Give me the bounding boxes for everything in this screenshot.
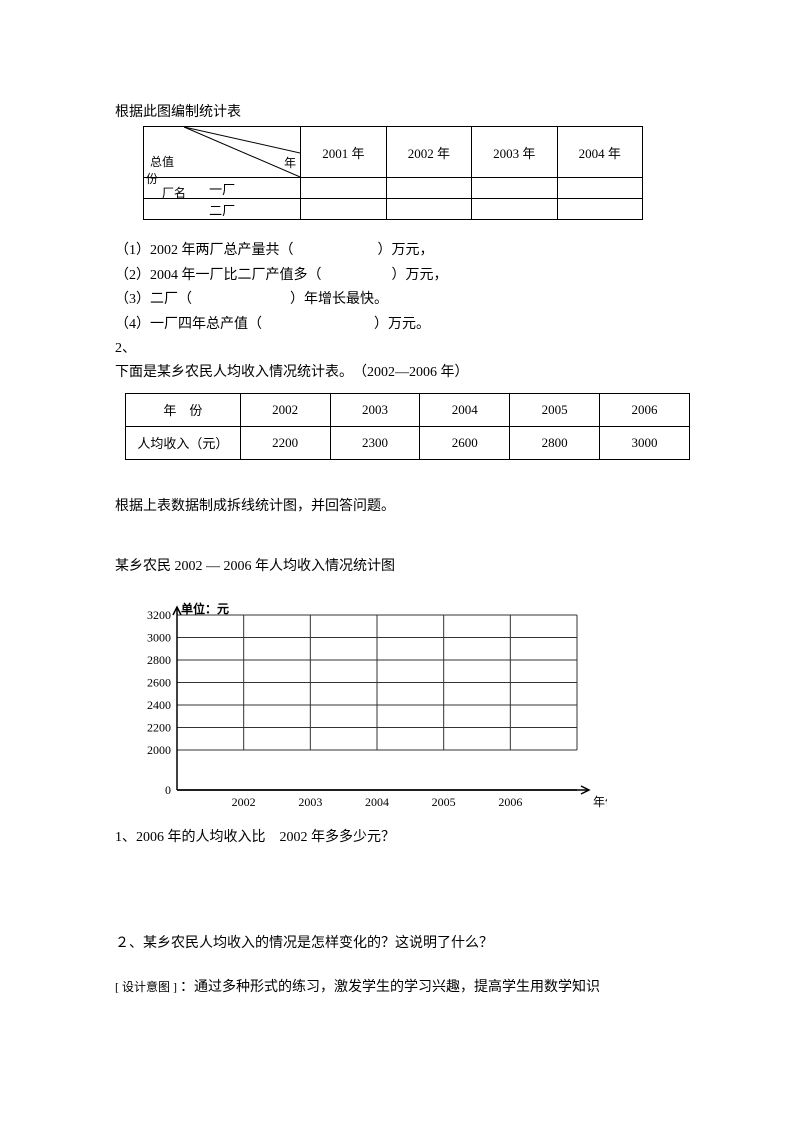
q4: （4）一厂四年总产值（ ）万元。: [115, 314, 685, 336]
chart-container: 3200 3000 2800 2600 2400 2200 2000 0 2002 2003 200…: [127, 595, 685, 825]
diag-tr: 年: [284, 154, 296, 171]
t2-r5: 3000: [600, 426, 690, 459]
q3: （3）二厂（ ）年增长最快。: [115, 289, 685, 311]
t2-h1: 2002: [240, 393, 330, 426]
cell: [386, 178, 471, 199]
design-text: ：通过多种形式的练习，激发学生的学习兴趣，提高学生用数学知识: [180, 980, 600, 995]
t2-h3: 2004: [420, 393, 510, 426]
col-2001: 2001 年: [301, 127, 386, 178]
svg-text:2006: 2006: [498, 795, 522, 809]
t2-r2: 2300: [330, 426, 420, 459]
svg-text:2002: 2002: [232, 795, 256, 809]
svg-text:2000: 2000: [147, 743, 171, 757]
svg-text:0: 0: [165, 783, 171, 797]
col-2002: 2002 年: [386, 127, 471, 178]
svg-text:3000: 3000: [147, 630, 171, 644]
t2-h4: 2005: [510, 393, 600, 426]
svg-text:2003: 2003: [298, 795, 322, 809]
svg-text:2004: 2004: [365, 795, 389, 809]
svg-text:2600: 2600: [147, 675, 171, 689]
sec2-intro: 下面是某乡农民人均收入情况统计表。 （2002—2006 年）: [115, 362, 685, 384]
design-line: [ 设计意图 ] ：通过多种形式的练习，激发学生的学习兴趣，提高学生用数学知识: [115, 977, 685, 999]
graph-title: 某乡农民 2002 — 2006 年人均收入情况统计图: [115, 556, 685, 578]
t2-r4: 2800: [510, 426, 600, 459]
cell: [557, 199, 643, 220]
cell: [301, 199, 386, 220]
svg-text:2200: 2200: [147, 720, 171, 734]
diag-ml: 份: [146, 170, 158, 187]
qA: 1、2006 年的人均收入比 2002 年多多少元？: [115, 827, 685, 849]
cell: [472, 199, 557, 220]
cell: [472, 178, 557, 199]
diag-header-cell: 总值 年 份 厂名: [144, 127, 301, 178]
col-2004: 2004 年: [557, 127, 643, 178]
intro-text: 根据此图编制统计表: [115, 102, 685, 124]
qB: ２、某乡农民人均收入的情况是怎样变化的？这说明了什么？: [115, 933, 685, 955]
t2-r1: 2200: [240, 426, 330, 459]
svg-text:3200: 3200: [147, 608, 171, 622]
chart-svg: 3200 3000 2800 2600 2400 2200 2000 0 2002 2003 200…: [127, 595, 607, 825]
svg-text:单位：元: 单位：元: [181, 601, 229, 616]
design-label: [ 设计意图 ]: [115, 980, 180, 994]
svg-text:2005: 2005: [432, 795, 456, 809]
cell: [301, 178, 386, 199]
cell: [386, 199, 471, 220]
t2-h2: 2003: [330, 393, 420, 426]
diag-bl: 厂名: [162, 184, 186, 201]
cell: [557, 178, 643, 199]
t2-h0: 年 份: [126, 393, 241, 426]
svg-text:2400: 2400: [147, 698, 171, 712]
t2-r3: 2600: [420, 426, 510, 459]
col-2003: 2003 年: [472, 127, 557, 178]
q1: （1）2002 年两厂总产量共（ ）万元，: [115, 240, 685, 262]
svg-text:年份: 年份: [593, 795, 607, 809]
t2-r0: 人均收入（元）: [126, 426, 241, 459]
graph-note: 根据上表数据制成拆线统计图，并回答问题。: [115, 496, 685, 518]
svg-text:2800: 2800: [147, 653, 171, 667]
diag-tl: 总值: [150, 153, 174, 170]
table-factory: 总值 年 份 厂名 2001 年 2002 年 2003 年 2004 年 一厂…: [143, 126, 643, 220]
t2-h5: 2006: [600, 393, 690, 426]
sec2-num: 2、: [115, 338, 685, 360]
table-income: 年 份 2002 2003 2004 2005 2006 人均收入（元） 220…: [125, 393, 690, 460]
q2: （2）2004 年一厂比二厂产值多（ ）万元，: [115, 265, 685, 287]
